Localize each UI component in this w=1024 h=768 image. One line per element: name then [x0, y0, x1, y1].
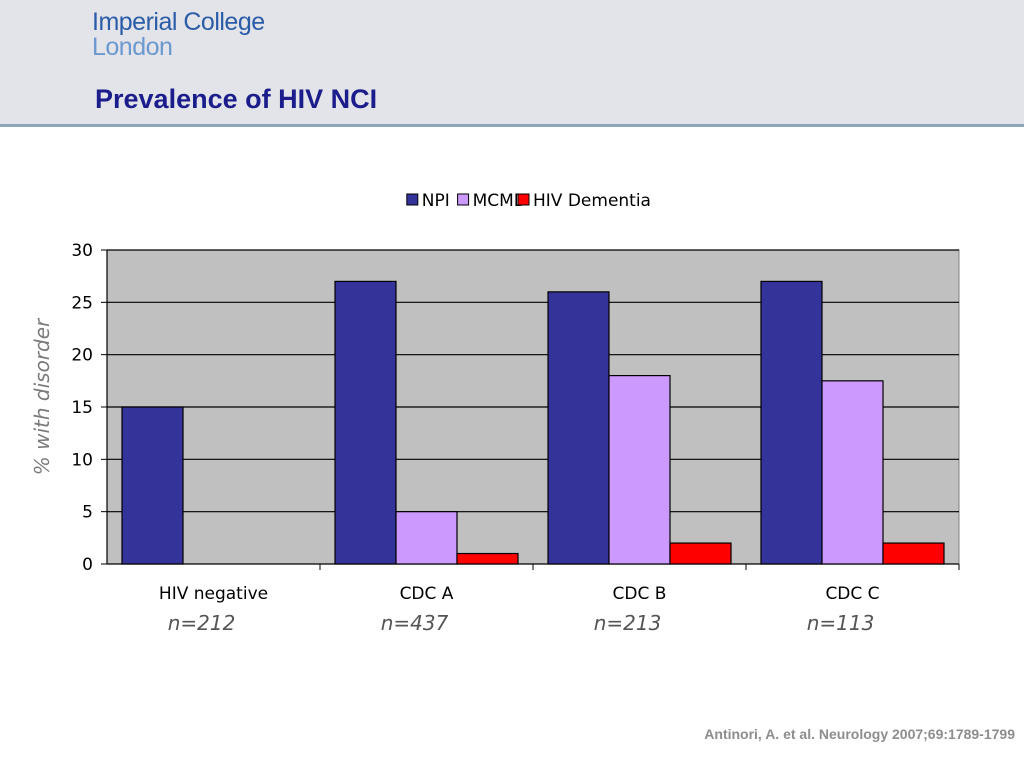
y-tick-label: 20 [71, 346, 93, 366]
imperial-college-logo: Imperial College London [92, 10, 265, 60]
y-tick-label: 30 [71, 241, 93, 261]
y-tick-label: 5 [82, 503, 93, 523]
y-tick-label: 10 [71, 450, 93, 470]
x-category-sample-size: n=113 [807, 611, 875, 635]
x-category-label: CDC B [613, 584, 667, 604]
legend-swatch-hiv-dementia [517, 193, 530, 206]
x-category-sample-size: n=437 [381, 611, 449, 635]
legend-swatch-mcmd [457, 193, 470, 206]
bar-mcmd [608, 375, 671, 565]
x-category-label: HIV negative [159, 584, 268, 604]
citation: Antinori, A. et al. Neurology 2007;69:17… [704, 726, 1015, 742]
bar-hiv-dementia [669, 542, 732, 565]
y-axis-label: % with disorder [30, 317, 54, 475]
legend-label-mcmd: MCMD [473, 191, 527, 211]
y-tick-label: 15 [71, 398, 93, 418]
bar-npi [760, 280, 823, 565]
bar-mcmd [395, 511, 458, 565]
y-tick-label: 0 [82, 555, 93, 575]
x-category-label: CDC C [825, 584, 879, 604]
legend-swatch-npi [406, 193, 419, 206]
slide-title: Prevalence of HIV NCI [95, 84, 378, 114]
bar-mcmd [821, 380, 884, 565]
slide-header: Imperial College London Prevalence of HI… [0, 0, 1024, 127]
x-category-sample-size: n=212 [168, 611, 236, 635]
bar-npi [547, 291, 610, 565]
bar-hiv-dementia [882, 542, 945, 565]
legend-label-npi: NPI [422, 191, 450, 211]
y-tick-label: 25 [71, 293, 93, 313]
bar-npi [121, 406, 184, 565]
bar-npi [334, 280, 397, 565]
bar-hiv-dementia [456, 552, 519, 565]
logo-line2: London [92, 33, 173, 61]
legend-label-hiv-dementia: HIV Dementia [533, 191, 651, 211]
logo-line1: Imperial College [92, 8, 265, 36]
x-category-sample-size: n=213 [594, 611, 662, 635]
x-category-label: CDC A [400, 584, 454, 604]
